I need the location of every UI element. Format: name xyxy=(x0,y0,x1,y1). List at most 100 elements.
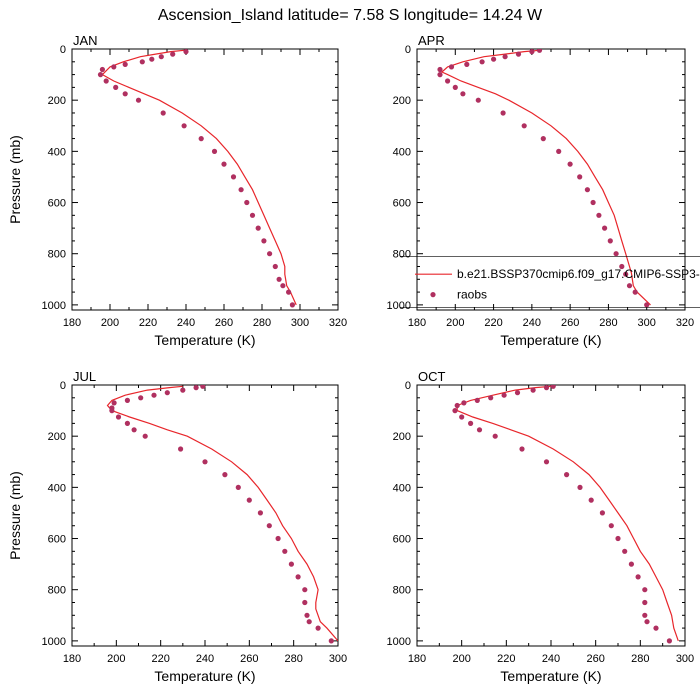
raobs-point xyxy=(577,174,583,180)
raobs-point xyxy=(445,78,451,84)
raobs-point xyxy=(607,238,613,244)
raobs-point xyxy=(502,54,508,60)
raobs-point xyxy=(567,161,573,167)
raobs-point xyxy=(500,110,506,116)
x-tick-label: 220 xyxy=(151,653,169,665)
raobs-point xyxy=(230,174,237,180)
raobs-point xyxy=(602,225,608,231)
raobs-point xyxy=(642,612,648,618)
y-tick-label: 600 xyxy=(48,534,66,546)
y-tick-label: 400 xyxy=(393,482,411,494)
x-tick-label: 300 xyxy=(676,653,694,665)
raobs-point xyxy=(514,390,521,396)
raobs-point xyxy=(626,283,633,289)
raobs-point xyxy=(556,148,562,154)
chart-panel-jan: JAN 180 200 220 240 260 280 300 320 0 200 400 600 800… xyxy=(7,33,347,348)
x-axis-label: Temperature (K) xyxy=(154,332,255,348)
y-tick-label: 0 xyxy=(405,380,411,392)
x-tick-label: 260 xyxy=(215,317,233,329)
model-profile-line xyxy=(101,49,297,306)
raobs-point xyxy=(286,289,292,295)
x-tick-label: 320 xyxy=(329,317,347,329)
raobs-point xyxy=(588,497,594,503)
raobs-point xyxy=(115,414,122,420)
raobs-point xyxy=(244,199,250,206)
y-tick-label: 400 xyxy=(393,146,411,158)
raobs-point xyxy=(452,84,458,90)
raobs-point xyxy=(540,136,546,142)
raobs-point xyxy=(261,238,267,244)
raobs-point xyxy=(642,587,648,593)
y-tick-label: 600 xyxy=(393,534,411,546)
raobs-point xyxy=(599,510,606,516)
raobs-point xyxy=(160,110,166,116)
raobs-point xyxy=(479,59,485,65)
figure-title: Ascension_Island latitude= 7.58 S longit… xyxy=(158,7,543,24)
chart-panel-oct: OCT 180 200 220 240 260 280 300 0 200 400 600 800 100… xyxy=(387,369,695,684)
raobs-point xyxy=(448,64,455,70)
plot-area xyxy=(452,385,679,644)
panel-label: JAN xyxy=(73,33,98,48)
plot-area xyxy=(106,385,338,644)
raobs-point xyxy=(103,78,109,84)
y-tick-label: 200 xyxy=(48,431,66,443)
plot-area xyxy=(437,49,651,308)
raobs-point xyxy=(235,484,241,490)
y-tick-label: 1000 xyxy=(42,636,66,648)
x-tick-label: 300 xyxy=(291,317,309,329)
y-tick-label: 800 xyxy=(48,249,66,261)
raobs-point xyxy=(272,263,278,270)
x-tick-label: 200 xyxy=(101,317,119,329)
x-axis-label: Temperature (K) xyxy=(154,668,255,684)
y-tick-label: 800 xyxy=(393,585,411,597)
legend-model-label: b.e21.BSSP370cmip6.f09_g17.CMIP6-SSP3-7.… xyxy=(457,267,700,281)
legend: b.e21.BSSP370cmip6.f09_g17.CMIP6-SSP3-7.… xyxy=(400,255,700,308)
y-tick-label: 200 xyxy=(393,95,411,107)
raobs-point xyxy=(180,387,186,393)
raobs-point xyxy=(328,638,334,644)
raobs-point xyxy=(131,427,137,433)
x-tick-label: 280 xyxy=(284,653,302,665)
plot-frame xyxy=(71,384,339,647)
raobs-point xyxy=(501,392,507,398)
y-tick-label: 1000 xyxy=(42,300,66,312)
raobs-point xyxy=(276,276,282,282)
x-tick-label: 240 xyxy=(196,653,214,665)
x-tick-label: 320 xyxy=(676,317,694,329)
chart-panel-jul: JUL 180 200 220 240 260 280 300 0 200 400 600 800 100… xyxy=(7,369,347,684)
raobs-point xyxy=(530,387,536,393)
raobs-point xyxy=(608,523,614,529)
raobs-point xyxy=(288,561,294,567)
y-tick-label: 800 xyxy=(48,585,66,597)
raobs-point xyxy=(246,497,252,503)
x-tick-label: 280 xyxy=(599,317,617,329)
raobs-point xyxy=(459,414,465,420)
raobs-point xyxy=(267,251,273,257)
x-tick-label: 240 xyxy=(542,653,560,665)
raobs-point xyxy=(622,548,628,554)
raobs-point xyxy=(142,433,148,439)
x-tick-label: 180 xyxy=(63,317,81,329)
raobs-point xyxy=(289,302,295,308)
x-tick-label: 220 xyxy=(497,653,515,665)
x-tick-label: 240 xyxy=(177,317,195,329)
raobs-point xyxy=(304,612,310,618)
raobs-point xyxy=(653,625,659,631)
raobs-point xyxy=(452,408,458,414)
raobs-point xyxy=(138,395,144,401)
raobs-point xyxy=(529,49,535,55)
raobs-point xyxy=(302,599,308,606)
panel-label: JUL xyxy=(73,369,96,384)
raobs-point xyxy=(238,187,244,193)
raobs-point xyxy=(613,251,619,257)
y-tick-label: 200 xyxy=(393,431,411,443)
x-tick-label: 300 xyxy=(329,653,347,665)
y-axis-label: Pressure (mb) xyxy=(7,135,23,224)
model-profile-line xyxy=(106,385,338,642)
raobs-point xyxy=(275,535,281,542)
raobs-point xyxy=(221,161,227,167)
raobs-point xyxy=(596,212,602,218)
x-tick-label: 220 xyxy=(139,317,157,329)
raobs-point xyxy=(461,400,467,406)
y-tick-label: 1000 xyxy=(387,636,411,648)
